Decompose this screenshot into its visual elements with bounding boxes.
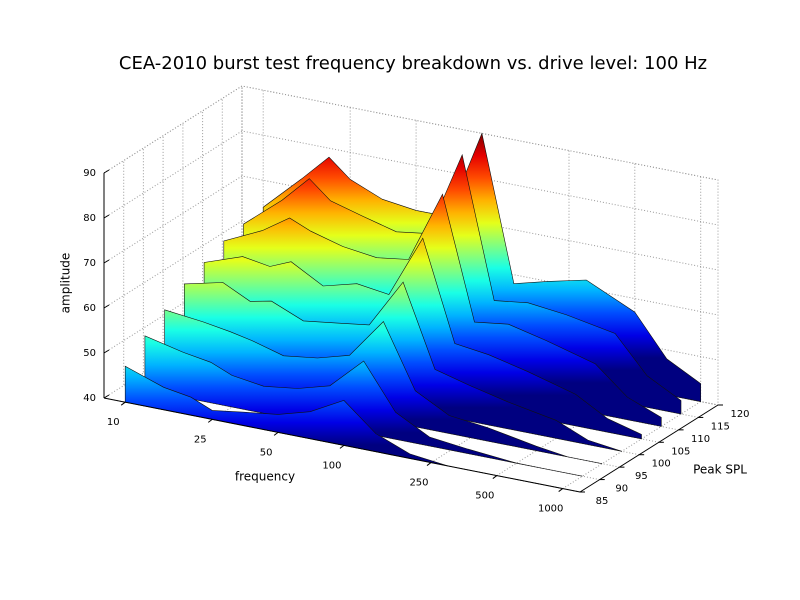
x-tick-label: 250 xyxy=(409,478,428,489)
x-tick xyxy=(426,462,432,466)
x-axis xyxy=(103,397,581,493)
grid-line xyxy=(103,175,719,271)
z-tick-label: 90 xyxy=(83,168,96,179)
z-axis-label: amplitude xyxy=(59,253,73,314)
chart-title: CEA-2010 burst test frequency breakdown … xyxy=(119,53,707,74)
z-tick xyxy=(103,214,110,219)
z-tick xyxy=(103,259,110,264)
surface-slice xyxy=(144,335,583,477)
x-tick-label: 25 xyxy=(194,434,207,445)
grid-line xyxy=(103,85,719,181)
grid-line xyxy=(562,176,702,490)
z-tick-label: 40 xyxy=(83,393,96,404)
z-tick xyxy=(103,394,110,399)
x-tick xyxy=(492,475,498,479)
x-tick-label: 10 xyxy=(107,417,120,428)
z-tick-label: 80 xyxy=(83,213,96,224)
z-tick-label: 70 xyxy=(83,258,96,269)
z-tick-label: 60 xyxy=(83,303,96,314)
z-tick xyxy=(103,304,110,309)
y-tick-label: 100 xyxy=(652,459,671,470)
y-axis-label: Peak SPL xyxy=(693,463,747,477)
y-tick-label: 95 xyxy=(635,471,648,482)
y-tick-label: 120 xyxy=(730,409,749,420)
x-tick-label: 50 xyxy=(260,447,273,458)
z-tick-label: 50 xyxy=(83,348,96,359)
x-axis-label: frequency xyxy=(235,470,295,484)
x-tick xyxy=(339,444,345,449)
x-tick-label: 500 xyxy=(475,491,494,502)
surface-slice xyxy=(164,309,603,464)
x-tick xyxy=(207,418,213,423)
box-edge xyxy=(103,85,719,405)
z-tick xyxy=(103,169,110,174)
x-tick xyxy=(273,431,279,436)
x-tick xyxy=(120,401,126,406)
y-tick-label: 110 xyxy=(691,434,710,445)
y-tick-label: 105 xyxy=(671,446,690,457)
x-tick-label: 100 xyxy=(322,460,341,471)
grid-line xyxy=(496,163,636,477)
y-tick-label: 85 xyxy=(596,496,609,507)
y-tick-label: 90 xyxy=(615,484,628,495)
y-axis xyxy=(579,404,719,493)
y-tick-label: 115 xyxy=(711,421,730,432)
grid-line xyxy=(103,130,719,226)
x-tick xyxy=(558,488,563,492)
x-tick-label: 1000 xyxy=(538,504,563,515)
z-tick xyxy=(103,349,110,354)
